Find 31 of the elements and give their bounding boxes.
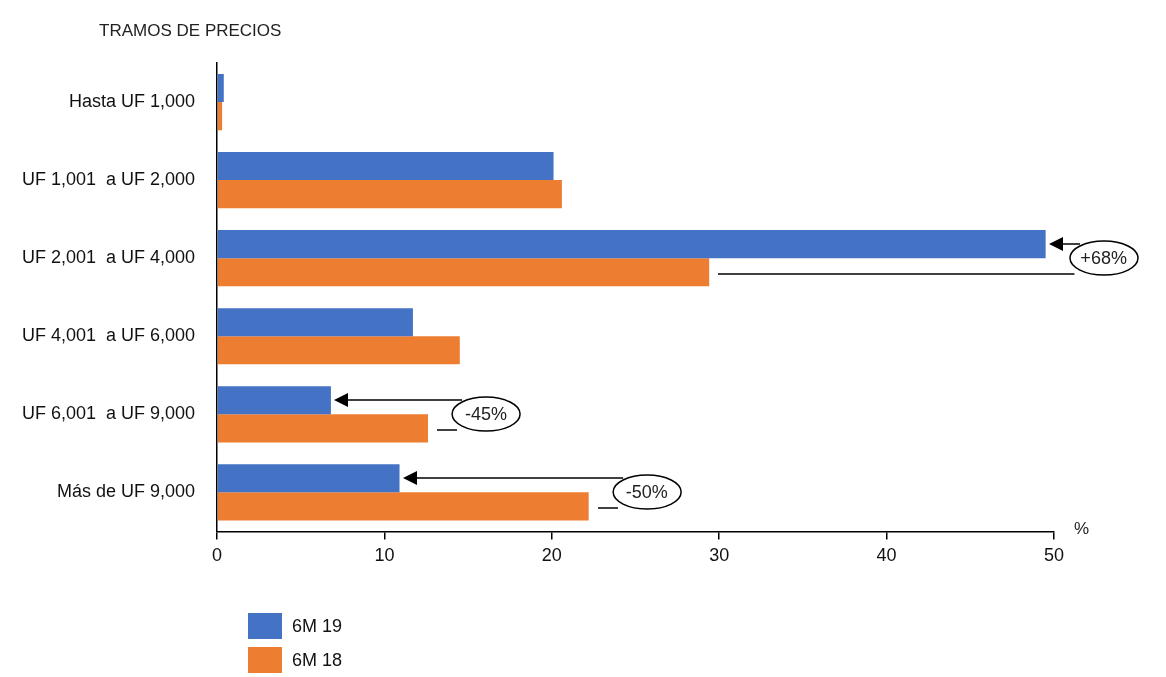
x-tick-label: 20 bbox=[541, 545, 562, 566]
chart-title: TRAMOS DE PRECIOS bbox=[99, 20, 282, 40]
y-tick-label: UF 4,001 a UF 6,000 bbox=[22, 325, 196, 346]
bar bbox=[217, 464, 400, 493]
x-tick-label: 0 bbox=[212, 545, 223, 566]
x-tick-label: 50 bbox=[1043, 545, 1065, 566]
bar bbox=[217, 102, 223, 131]
x-tick-label: 30 bbox=[709, 545, 730, 566]
bar bbox=[217, 152, 554, 181]
y-tick-label: UF 2,001 a UF 4,000 bbox=[22, 247, 196, 268]
bar bbox=[217, 492, 589, 521]
bar bbox=[217, 180, 562, 209]
legend-label: 6M 18 bbox=[292, 649, 343, 671]
bar bbox=[217, 336, 460, 365]
y-tick-label: UF 1,001 a UF 2,000 bbox=[22, 169, 196, 190]
x-axis-title: % bbox=[1074, 519, 1090, 539]
y-tick-label: Hasta UF 1,000 bbox=[69, 91, 196, 111]
legend-label: 6M 19 bbox=[292, 615, 343, 637]
bar bbox=[217, 73, 224, 103]
annotation: -45% bbox=[464, 404, 508, 425]
bar bbox=[217, 230, 1046, 259]
bar bbox=[217, 386, 331, 415]
x-tick-label: 40 bbox=[876, 545, 897, 566]
bar bbox=[217, 414, 428, 443]
text: +68% bbox=[1080, 248, 1127, 269]
y-tick-label: Más de UF 9,000 bbox=[57, 481, 196, 502]
x-tick-label: 10 bbox=[374, 545, 395, 566]
y-tick-label: UF 6,001 a UF 9,000 bbox=[22, 403, 196, 424]
annotation: -50% bbox=[625, 482, 668, 503]
bar bbox=[217, 308, 413, 337]
bar bbox=[217, 258, 710, 287]
